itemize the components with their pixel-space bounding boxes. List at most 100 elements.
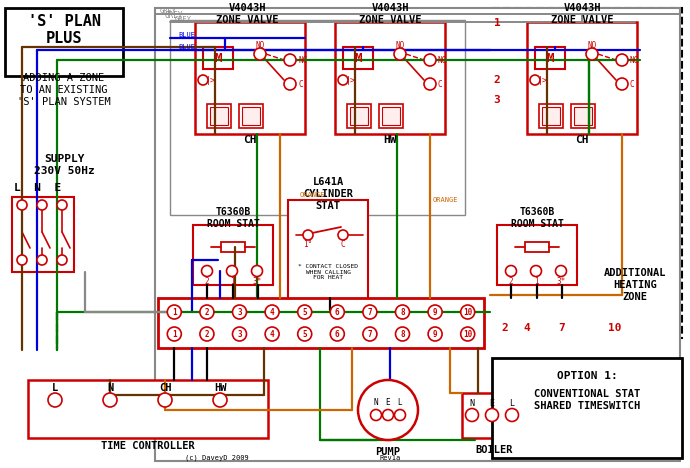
Bar xyxy=(382,107,400,125)
Circle shape xyxy=(200,327,214,341)
Circle shape xyxy=(284,54,296,66)
Text: 7: 7 xyxy=(368,329,372,338)
Circle shape xyxy=(382,410,393,421)
Circle shape xyxy=(424,78,436,90)
Circle shape xyxy=(200,305,214,319)
Text: BOILER: BOILER xyxy=(475,445,513,455)
Bar xyxy=(571,104,595,128)
Bar xyxy=(28,380,268,438)
Text: 10: 10 xyxy=(463,329,473,338)
Bar xyxy=(242,107,260,125)
Text: 2: 2 xyxy=(205,329,209,338)
Text: GREY: GREY xyxy=(175,16,192,22)
Text: 5: 5 xyxy=(302,329,307,338)
Circle shape xyxy=(371,410,382,421)
Bar xyxy=(497,225,577,285)
Bar xyxy=(335,22,445,134)
Text: V4043H
ZONE VALVE: V4043H ZONE VALVE xyxy=(359,3,422,25)
Text: NC: NC xyxy=(630,56,639,65)
Text: 3: 3 xyxy=(237,307,242,316)
Text: V4043H
ZONE VALVE: V4043H ZONE VALVE xyxy=(216,3,278,25)
Text: 9: 9 xyxy=(433,307,437,316)
Text: 'S' PLAN
PLUS: 'S' PLAN PLUS xyxy=(28,14,101,46)
Circle shape xyxy=(331,305,344,319)
Text: 1°: 1° xyxy=(304,240,313,249)
Text: 2: 2 xyxy=(502,323,509,333)
Circle shape xyxy=(506,409,518,422)
Circle shape xyxy=(424,54,436,66)
Bar xyxy=(462,393,527,438)
Text: 4: 4 xyxy=(270,329,275,338)
Text: ORANGE: ORANGE xyxy=(300,192,326,198)
Circle shape xyxy=(57,255,67,265)
Text: 6: 6 xyxy=(335,307,339,316)
Text: * CONTACT CLOSED
WHEN CALLING
FOR HEAT: * CONTACT CLOSED WHEN CALLING FOR HEAT xyxy=(298,263,358,280)
Bar xyxy=(539,104,563,128)
Text: HW: HW xyxy=(214,383,226,393)
Bar xyxy=(195,22,305,134)
Text: BLUE: BLUE xyxy=(178,44,195,50)
Text: CH: CH xyxy=(244,135,257,145)
Circle shape xyxy=(297,327,312,341)
Circle shape xyxy=(158,393,172,407)
Circle shape xyxy=(233,305,246,319)
Bar xyxy=(535,47,565,69)
Text: ORANGE: ORANGE xyxy=(433,197,458,203)
Bar xyxy=(170,20,465,215)
Circle shape xyxy=(167,305,181,319)
Text: T6360B
ROOM STAT: T6360B ROOM STAT xyxy=(206,207,259,229)
Text: NO: NO xyxy=(255,41,265,50)
Text: NO: NO xyxy=(587,41,597,50)
Bar xyxy=(203,47,233,69)
Text: 2: 2 xyxy=(509,277,513,285)
Text: |>: |> xyxy=(346,75,356,85)
Circle shape xyxy=(167,327,181,341)
Circle shape xyxy=(506,265,517,277)
Text: CH: CH xyxy=(159,383,171,393)
Text: 3: 3 xyxy=(237,329,242,338)
Circle shape xyxy=(395,305,409,319)
Text: 1: 1 xyxy=(533,277,538,285)
Bar xyxy=(193,225,273,285)
Text: C: C xyxy=(298,80,303,88)
Bar xyxy=(574,107,592,125)
Text: E: E xyxy=(489,399,495,408)
Circle shape xyxy=(226,265,237,277)
Text: 9: 9 xyxy=(433,329,437,338)
Text: Rev1a: Rev1a xyxy=(380,455,401,461)
Text: 6: 6 xyxy=(335,329,339,338)
Bar xyxy=(239,104,263,128)
Text: C: C xyxy=(630,80,635,88)
Circle shape xyxy=(297,305,312,319)
Circle shape xyxy=(395,327,409,341)
Text: 2: 2 xyxy=(493,75,500,85)
Bar xyxy=(527,22,637,134)
Text: 7: 7 xyxy=(368,307,372,316)
Bar xyxy=(343,47,373,69)
Circle shape xyxy=(395,410,406,421)
Text: 8: 8 xyxy=(400,329,405,338)
Text: L: L xyxy=(397,397,402,407)
Text: ADDING A ZONE
TO AN EXISTING
'S' PLAN SYSTEM: ADDING A ZONE TO AN EXISTING 'S' PLAN SY… xyxy=(17,73,111,107)
Circle shape xyxy=(363,305,377,319)
Text: GREY: GREY xyxy=(160,8,177,14)
Circle shape xyxy=(103,393,117,407)
Text: 7: 7 xyxy=(559,323,565,333)
Bar xyxy=(155,8,680,461)
Bar xyxy=(492,358,682,458)
Text: SUPPLY
230V 50Hz: SUPPLY 230V 50Hz xyxy=(34,154,95,176)
Circle shape xyxy=(48,393,62,407)
Text: V4043H
ZONE VALVE: V4043H ZONE VALVE xyxy=(551,3,613,25)
Circle shape xyxy=(586,48,598,60)
Text: 1: 1 xyxy=(172,307,177,316)
Text: 3: 3 xyxy=(493,95,500,105)
Text: CH: CH xyxy=(575,135,589,145)
Text: 10: 10 xyxy=(463,307,473,316)
Text: C: C xyxy=(438,80,442,88)
Circle shape xyxy=(251,265,262,277)
Text: |>: |> xyxy=(206,75,216,85)
Text: GREY: GREY xyxy=(165,11,184,20)
Circle shape xyxy=(254,48,266,60)
Circle shape xyxy=(331,327,344,341)
Circle shape xyxy=(466,409,478,422)
